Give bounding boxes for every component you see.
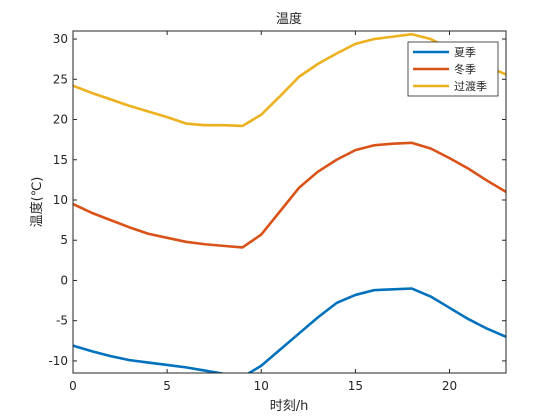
y-axis-label: 温度(℃): [29, 177, 45, 228]
x-tick-label: 0: [69, 379, 77, 393]
y-tick-label: 5: [60, 233, 68, 247]
y-tick-label: 30: [53, 32, 68, 46]
x-axis-label: 时刻/h: [270, 399, 309, 414]
legend-label-0: 夏季: [454, 46, 476, 59]
y-tick-label: 20: [53, 113, 68, 127]
series-line-2: [73, 32, 506, 128]
plot-area-frame: [72, 30, 507, 374]
plot-lines: [73, 32, 506, 373]
x-tick-label: 10: [254, 379, 269, 393]
x-tick-label: 20: [442, 379, 457, 393]
chart-title: 温度: [276, 11, 302, 27]
y-tick-label: 0: [60, 273, 68, 287]
x-tick-label: 15: [348, 379, 363, 393]
legend-label-1: 冬季: [454, 62, 476, 76]
series-line-1: [73, 141, 506, 249]
y-tick-label: 10: [53, 193, 68, 207]
x-tick-label: 5: [163, 379, 171, 393]
y-axis-ticks: -10 -5 0 5 10 15 20 25 30: [48, 32, 506, 368]
y-tick-label: -5: [56, 314, 68, 328]
y-tick-label: 25: [53, 72, 68, 86]
series-line-0: [73, 287, 506, 373]
y-tick-label: 15: [53, 153, 68, 167]
x-axis-ticks: 0 5 10 15 20: [69, 31, 457, 393]
legend-label-2: 过渡季: [454, 79, 487, 93]
y-tick-label: -10: [48, 354, 68, 368]
